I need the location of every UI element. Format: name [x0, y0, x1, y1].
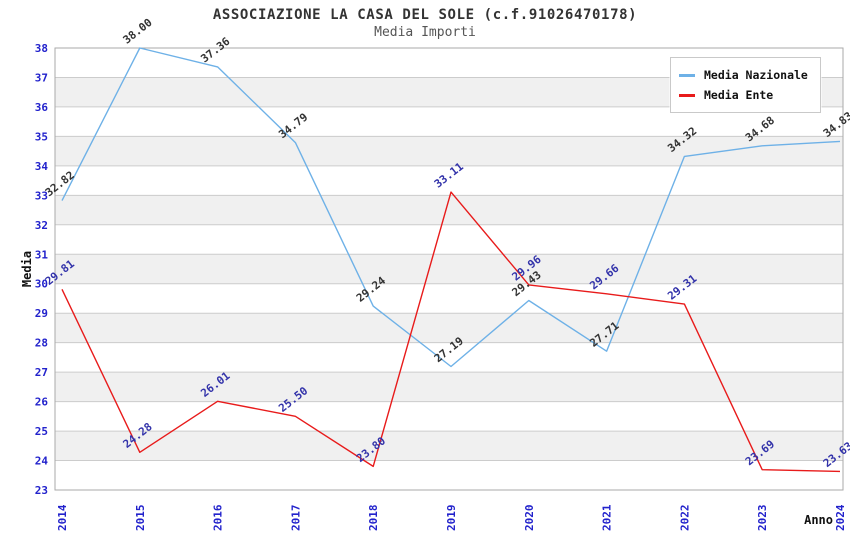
y-tick-label: 34: [35, 160, 49, 173]
plot-band: [55, 431, 843, 461]
legend-swatch-media-ente-icon: [679, 93, 695, 97]
x-tick-label: 2021: [601, 504, 614, 531]
plot-band: [55, 254, 843, 284]
legend-item-media-ente: Media Ente: [679, 85, 808, 105]
series-line-media-nazionale: [61, 47, 841, 368]
plot-band: [55, 401, 843, 432]
plot-band: [55, 283, 843, 314]
y-tick-label: 30: [35, 278, 48, 291]
plot-border: [54, 47, 844, 491]
point-label: 38.00: [121, 16, 155, 47]
y-tick-label: 38: [35, 42, 48, 55]
y-tick-label: 32: [35, 219, 48, 232]
x-tick-label: 2020: [523, 505, 536, 532]
y-tick-label: 36: [35, 101, 49, 114]
plot-band: [55, 460, 843, 490]
x-tick-label: 2017: [289, 505, 302, 532]
x-tick-label: 2015: [134, 505, 147, 532]
y-axis-title: Media: [20, 251, 34, 287]
x-tick-label: 2019: [445, 505, 458, 532]
plot-band: [55, 224, 843, 255]
x-axis-title: Anno: [804, 513, 833, 527]
y-tick-label: 25: [35, 425, 48, 438]
plot-band: [55, 165, 843, 196]
y-tick-label: 26: [35, 396, 49, 409]
legend-label-media-nazionale: Media Nazionale: [704, 68, 808, 82]
x-tick-label: 2016: [212, 504, 225, 531]
y-tick-label: 28: [35, 337, 48, 350]
legend-item-media-nazionale: Media Nazionale: [679, 65, 808, 85]
x-tick-label: 2023: [756, 505, 769, 532]
plot-band: [55, 372, 843, 402]
y-tick-label: 27: [35, 366, 48, 379]
y-tick-label: 23: [35, 484, 48, 497]
series-line-media-ente: [61, 191, 841, 473]
y-tick-label: 35: [35, 130, 48, 143]
x-tick-label: 2024: [834, 504, 847, 531]
y-tick-label: 31: [35, 248, 49, 261]
y-tick-label: 24: [35, 455, 49, 468]
y-tick-label: 29: [35, 307, 48, 320]
chart-subtitle: Media Importi: [374, 25, 476, 40]
x-tick-label: 2018: [367, 505, 380, 532]
legend-swatch-media-nazionale-icon: [679, 73, 695, 77]
legend-label-media-ente: Media Ente: [704, 88, 774, 102]
y-tick-label: 33: [35, 189, 48, 202]
plot-band: [55, 342, 843, 373]
chart-title: ASSOCIAZIONE LA CASA DEL SOLE (c.f.91026…: [212, 7, 638, 23]
plot-band: [55, 136, 843, 166]
y-tick-label: 37: [35, 71, 48, 84]
x-tick-label: 2014: [56, 504, 69, 531]
x-tick-label: 2022: [678, 505, 691, 532]
chart-legend: Media Nazionale Media Ente: [670, 57, 821, 113]
plot-band: [55, 313, 843, 343]
